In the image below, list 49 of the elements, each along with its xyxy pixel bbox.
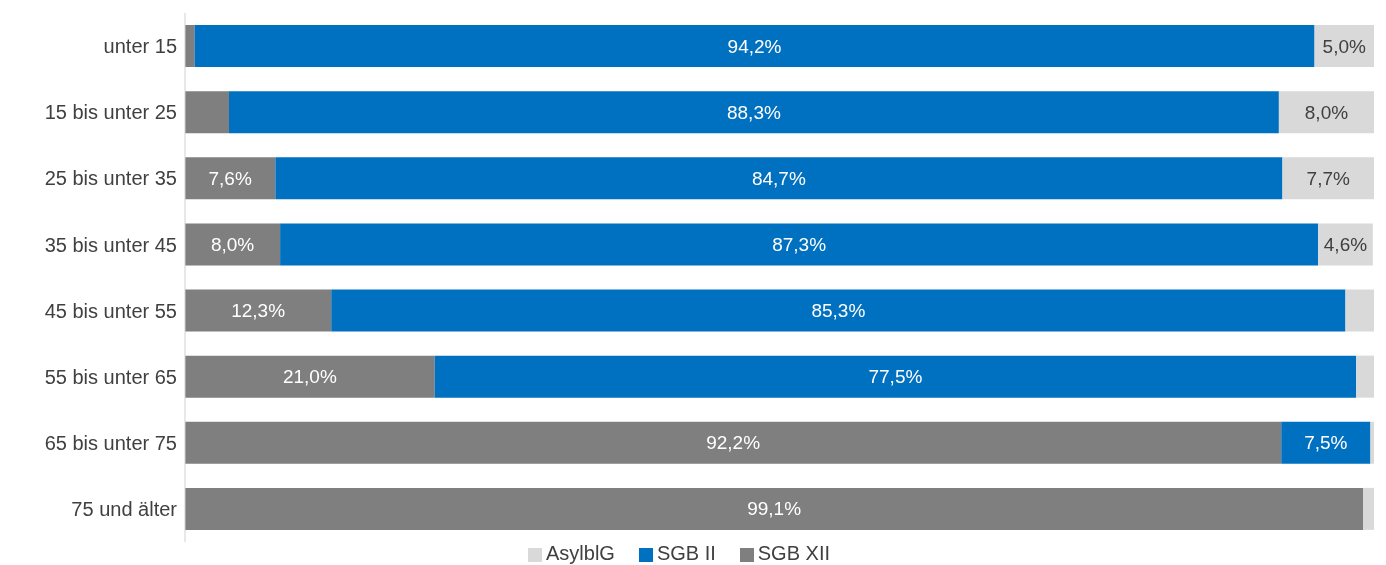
bar: [185, 157, 276, 200]
y-tick-label: 55 bis unter 65: [44, 365, 177, 388]
data-label: 7,6%: [208, 167, 252, 189]
bar: [185, 25, 195, 67]
y-tick-label: unter 15: [103, 35, 177, 58]
bar: [331, 289, 1346, 332]
bar: [185, 421, 1282, 464]
data-label: 88,3%: [727, 101, 781, 123]
y-tick-label: 45 bis unter 55: [44, 299, 177, 322]
data-label: 7,5%: [1304, 432, 1348, 454]
data-label: 87,3%: [772, 233, 827, 255]
bar: [185, 487, 1364, 530]
legend-label: SGB II: [656, 542, 716, 564]
bar: [1363, 487, 1374, 530]
data-label: 4,6%: [1323, 233, 1368, 255]
data-label: 7,7%: [1306, 167, 1350, 189]
data-label: 8,0%: [1304, 101, 1349, 123]
bar: [1278, 91, 1374, 134]
bar: [1281, 421, 1371, 464]
data-label: 84,7%: [751, 167, 806, 189]
y-tick-label: 35 bis unter 45: [44, 233, 177, 256]
data-label: 77,5%: [868, 366, 923, 388]
bar: [434, 355, 1357, 398]
bar: [1370, 421, 1374, 464]
y-tick-label: 25 bis unter 35: [44, 167, 177, 190]
bar: [185, 223, 281, 266]
bar: [185, 91, 229, 134]
y-tick-label: 65 bis unter 75: [44, 431, 177, 454]
data-label: 92,2%: [706, 432, 761, 454]
legend-label: AsylblG: [545, 542, 615, 564]
y-tick-label: 15 bis unter 25: [44, 101, 177, 124]
data-label: 5,0%: [1322, 35, 1367, 57]
data-label: 94,2%: [727, 35, 782, 57]
bar: [185, 355, 435, 398]
data-label: 99,1%: [747, 498, 802, 520]
bar: [1345, 289, 1374, 332]
legend-label: SGB XII: [757, 542, 831, 564]
data-label: 8,0%: [210, 233, 255, 255]
bar: [1282, 157, 1374, 200]
data-label: 21,0%: [282, 366, 337, 388]
bar: [1356, 355, 1374, 398]
bar: [275, 157, 1283, 200]
bar: [228, 91, 1279, 134]
bar: [185, 289, 332, 332]
bar: [280, 223, 1319, 266]
y-tick-label: 75 und älter: [71, 498, 178, 521]
bar: [194, 25, 1315, 67]
data-label: 12,3%: [231, 300, 286, 321]
data-label: 85,3%: [811, 300, 866, 321]
